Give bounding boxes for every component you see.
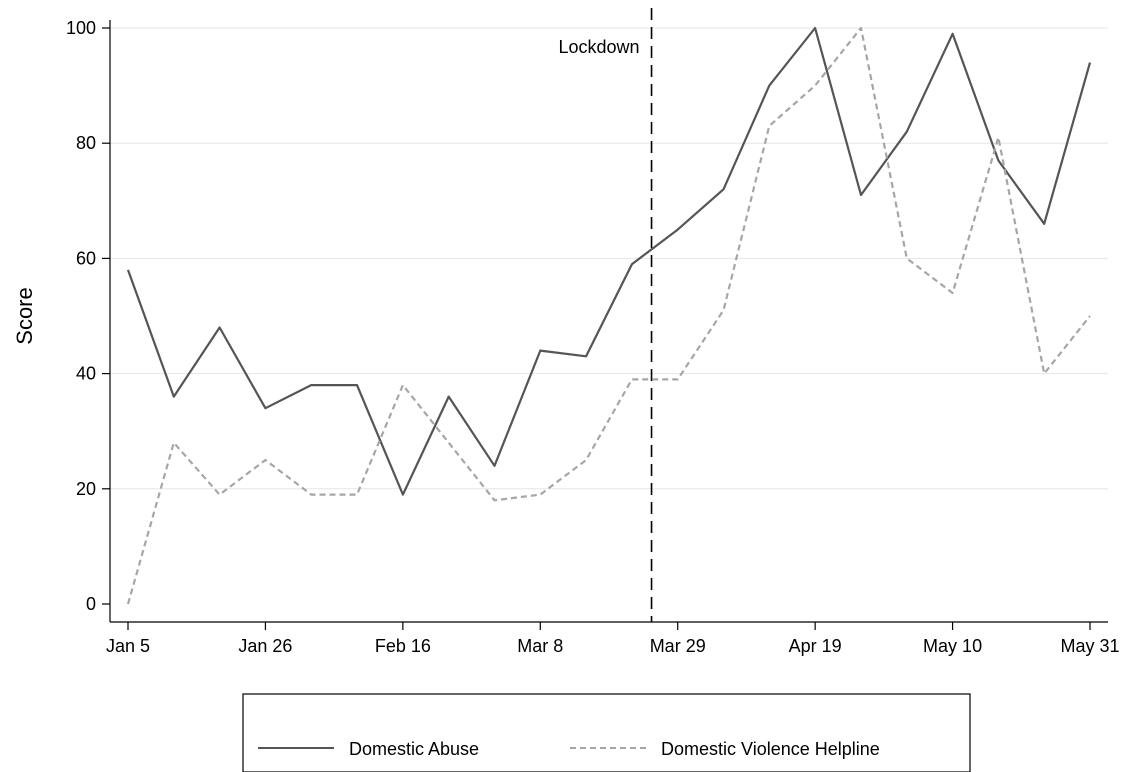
y-axis: 0 20 40 60 80 100 xyxy=(66,18,111,622)
lockdown-label: Lockdown xyxy=(558,37,639,57)
legend-label-domestic-violence-helpline: Domestic Violence Helpline xyxy=(661,739,880,759)
legend-box xyxy=(242,693,971,772)
x-tick-label: Feb 16 xyxy=(375,636,431,656)
x-tick-label: Jan 5 xyxy=(106,636,150,656)
x-tick-label: May 10 xyxy=(923,636,982,656)
grid-lines xyxy=(110,27,1108,490)
y-tick-label: 20 xyxy=(76,479,96,499)
annotations: Lockdown xyxy=(558,8,653,622)
x-tick-label: Mar 29 xyxy=(650,636,706,656)
legend: Domestic Abuse Domestic Violence Helplin… xyxy=(242,693,971,772)
x-tick-label: May 31 xyxy=(1060,636,1119,656)
y-tick-label: 80 xyxy=(76,133,96,153)
x-axis: Jan 5 Jan 26 Feb 16 Mar 8 Mar 29 Apr 19 May 10… xyxy=(106,621,1120,656)
y-tick-label: 40 xyxy=(76,364,96,384)
y-tick-label: 100 xyxy=(66,18,96,38)
y-tick-label: 60 xyxy=(76,248,96,268)
x-tick-label: Jan 26 xyxy=(238,636,292,656)
y-axis-title: Score xyxy=(12,287,37,344)
x-tick-label: Apr 19 xyxy=(789,636,842,656)
series-line-domestic-abuse xyxy=(126,26,1092,496)
series-line-domestic-violence-helpline xyxy=(126,26,1091,605)
series-group xyxy=(126,26,1092,605)
x-tick-label: Mar 8 xyxy=(517,636,563,656)
y-tick-label: 0 xyxy=(86,594,96,614)
legend-label-domestic-abuse: Domestic Abuse xyxy=(349,739,479,759)
